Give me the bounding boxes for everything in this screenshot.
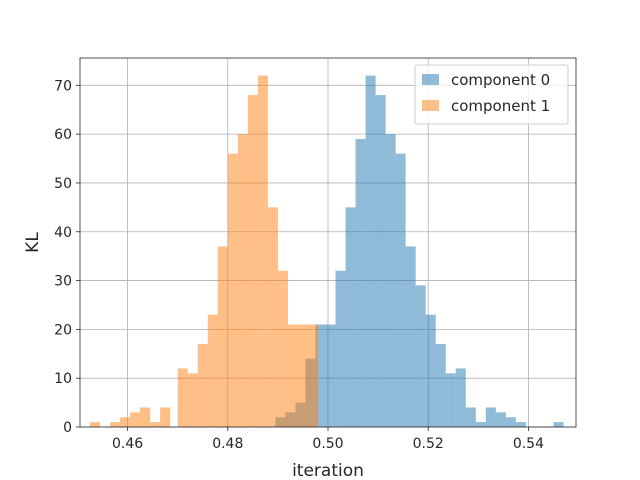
x-tick-label: 0.54 xyxy=(513,436,544,452)
y-tick-label: 30 xyxy=(54,274,72,290)
histogram-bar-component-0 xyxy=(465,407,476,427)
histogram-bar-component-1 xyxy=(197,344,208,427)
x-axis-label: iteration xyxy=(292,461,364,480)
histogram-bar-component-0 xyxy=(395,153,406,427)
histogram-bar-component-0 xyxy=(325,324,336,427)
histogram-bar-component-0 xyxy=(475,422,486,427)
y-tick-label: 70 xyxy=(54,78,72,94)
bars-layer xyxy=(90,75,564,428)
y-tick-label: 0 xyxy=(63,420,72,436)
legend-label-component-1: component 1 xyxy=(451,97,550,115)
y-tick-label: 20 xyxy=(54,322,72,338)
histogram-bar-component-0 xyxy=(355,139,366,427)
histogram-bar-component-1 xyxy=(217,246,228,427)
histogram-bar-component-0 xyxy=(345,207,356,427)
histogram-bar-component-0 xyxy=(335,270,346,427)
histogram-bar-component-1 xyxy=(257,75,268,428)
histogram-bar-component-1 xyxy=(90,422,101,427)
histogram-bar-component-1 xyxy=(227,153,238,427)
ticks-layer: 0.46 0.48 0.50 0.52 0.54 0 10 20 30 40 50 60 70 xyxy=(54,78,544,452)
histogram-bar-component-0 xyxy=(485,407,496,427)
histogram-bar-component-1 xyxy=(150,422,161,427)
histogram-bar-component-0 xyxy=(365,75,376,428)
y-tick-label: 60 xyxy=(54,127,72,143)
histogram-bar-component-0 xyxy=(375,95,386,427)
histogram-bar-component-0 xyxy=(405,246,416,427)
histogram-bar-component-1 xyxy=(120,417,131,427)
legend-label-component-0: component 0 xyxy=(451,71,550,89)
histogram-bar-component-1 xyxy=(160,407,171,427)
histogram-bar-component-1 xyxy=(277,270,288,427)
legend-swatch-component-0 xyxy=(422,74,439,85)
histogram-bar-component-0 xyxy=(515,422,526,427)
histogram-bar-component-1 xyxy=(130,412,141,427)
histogram-bar-component-1 xyxy=(267,207,278,427)
legend-swatch-component-1 xyxy=(422,100,439,111)
histogram-bar-component-0 xyxy=(425,314,436,427)
histogram-bar-component-0 xyxy=(385,134,396,427)
histogram-bar-component-0 xyxy=(505,417,516,427)
histogram-bar-component-0 xyxy=(495,412,506,427)
x-tick-label: 0.48 xyxy=(212,436,243,452)
y-tick-label: 10 xyxy=(54,371,72,387)
x-tick-label: 0.46 xyxy=(112,436,143,452)
histogram-bar-component-1 xyxy=(187,373,198,427)
histogram-bar-component-1 xyxy=(307,324,318,427)
histogram-bar-component-0 xyxy=(415,285,426,427)
histogram-bar-component-1 xyxy=(237,134,248,427)
histogram-bar-component-1 xyxy=(140,407,151,427)
histogram-bar-component-0 xyxy=(553,422,564,427)
y-axis-label: KL xyxy=(23,232,43,253)
x-tick-label: 0.52 xyxy=(413,436,444,452)
y-tick-label: 50 xyxy=(54,176,72,192)
histogram-bar-component-0 xyxy=(445,373,456,427)
histogram-bar-component-1 xyxy=(207,314,218,427)
histogram-bar-component-1 xyxy=(297,324,308,427)
y-tick-label: 40 xyxy=(54,225,72,241)
histogram-bar-component-0 xyxy=(315,324,326,427)
histogram-bar-component-0 xyxy=(455,368,466,427)
histogram-bar-component-1 xyxy=(247,95,258,427)
histogram-bar-component-1 xyxy=(287,324,298,427)
histogram-bar-component-1 xyxy=(177,368,188,427)
legend-box xyxy=(414,64,569,125)
x-tick-label: 0.50 xyxy=(312,436,343,452)
histogram-bar-component-1 xyxy=(110,422,121,427)
legend: component 0 component 1 xyxy=(414,64,569,125)
histogram-bar-component-0 xyxy=(435,344,446,427)
